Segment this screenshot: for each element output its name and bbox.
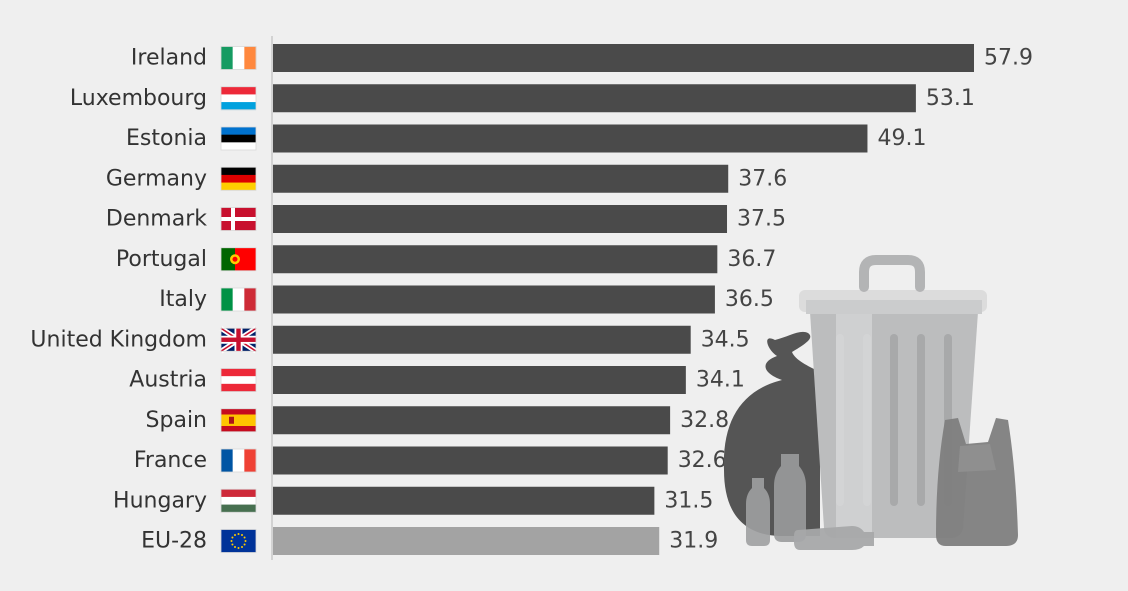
bar (273, 406, 671, 435)
bar (273, 205, 728, 233)
chart-row-france: France 32.6 (134, 446, 727, 475)
trash-can-handle-icon (859, 255, 925, 292)
bar (273, 325, 691, 354)
category-label: Luxembourg (70, 86, 207, 111)
chart-row-eu-28: EU-28 31.9 (141, 527, 718, 555)
value-label: 36.5 (725, 287, 774, 312)
value-label: 37.5 (737, 207, 786, 232)
value-label: 49.1 (877, 126, 926, 151)
chart-row-germany: Germany 37.6 (106, 164, 787, 193)
value-label: 34.5 (701, 327, 750, 352)
value-label: 31.5 (664, 488, 713, 513)
flag-ie-icon (220, 46, 257, 70)
value-label: 36.7 (727, 247, 776, 272)
bar (273, 164, 729, 193)
flag-de-icon (220, 166, 257, 191)
value-label: 32.8 (680, 408, 729, 433)
chart-row-austria: Austria 34.1 (129, 366, 745, 394)
trash-can-rib (836, 334, 844, 506)
value-label: 57.9 (984, 46, 1033, 71)
chart-row-ireland: Ireland 57.9 (131, 44, 1033, 72)
flag-pt-icon (220, 247, 257, 272)
flag-lu-icon (220, 86, 257, 111)
chart-row-denmark: Denmark 37.5 (106, 205, 786, 233)
chart-row-spain: Spain 32.8 (146, 406, 729, 435)
trash-can-rib (890, 334, 898, 506)
trash-can-rib (863, 334, 871, 506)
value-label: 34.1 (696, 368, 745, 393)
chart-row-portugal: Portugal 36.7 (116, 245, 776, 274)
value-label: 31.9 (669, 529, 718, 554)
bar (273, 366, 686, 394)
bar (273, 44, 974, 72)
category-label: Ireland (131, 46, 207, 71)
bottle-icon (774, 454, 806, 542)
bar (273, 527, 660, 555)
category-label: Italy (159, 287, 207, 312)
bar (273, 486, 655, 515)
chart-row-luxembourg: Luxembourg 53.1 (70, 84, 975, 113)
bar (273, 84, 916, 113)
flag-at-icon (220, 368, 257, 392)
category-label: Denmark (106, 207, 207, 232)
category-label: United Kingdom (30, 327, 207, 352)
bar (273, 285, 715, 314)
flag-eu-icon (220, 529, 257, 553)
chart-rows: Ireland 57.9 Luxembourg 53.1 Estonia 49.1 Germ… (30, 44, 1033, 555)
category-label: Hungary (113, 488, 207, 513)
category-label: EU-28 (141, 529, 207, 554)
trash-can-illustration (723, 255, 1018, 550)
category-label: Spain (146, 408, 207, 433)
plastic-bag-fold (958, 444, 996, 472)
category-label: Austria (129, 368, 207, 393)
category-label: France (134, 448, 207, 473)
flag-es-icon (220, 408, 257, 433)
flag-fr-icon (220, 448, 257, 473)
bar (273, 446, 668, 475)
value-label: 53.1 (926, 86, 975, 111)
chart-row-estonia: Estonia 49.1 (126, 124, 926, 153)
category-label: Estonia (126, 126, 207, 151)
bottle-icon (746, 478, 770, 546)
chart-row-hungary: Hungary 31.5 (113, 486, 713, 515)
flag-gb-icon (219, 326, 258, 354)
flag-it-icon (220, 287, 257, 312)
category-label: Germany (106, 166, 207, 191)
value-label: 37.6 (738, 166, 787, 191)
trash-can-rib (917, 334, 925, 506)
category-label: Portugal (116, 247, 207, 272)
plastic-bag-icon (936, 418, 1018, 546)
chart-row-united-kingdom: United Kingdom 34.5 (30, 325, 750, 354)
flag-ee-icon (220, 126, 257, 151)
bar (273, 124, 868, 153)
lying-bottle-icon (794, 526, 874, 550)
value-label: 32.6 (678, 448, 727, 473)
chart-row-italy: Italy 36.5 (159, 285, 774, 314)
flag-hu-icon (220, 488, 257, 513)
flag-dk-icon (220, 207, 257, 231)
bar (273, 245, 718, 274)
trash-can-lid-rim (806, 300, 982, 314)
